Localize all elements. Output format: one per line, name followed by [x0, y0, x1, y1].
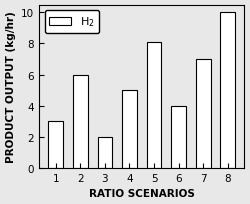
Y-axis label: PRODUCT OUTPUT (kg/hr): PRODUCT OUTPUT (kg/hr)	[6, 11, 16, 162]
Bar	[171, 106, 186, 168]
Bar	[196, 60, 210, 168]
Bar	[122, 91, 137, 168]
Bar	[220, 13, 235, 168]
Bar	[147, 43, 162, 168]
Bar	[48, 122, 63, 168]
Legend: H$_2$: H$_2$	[45, 11, 99, 34]
Text: (b): (b)	[49, 10, 67, 23]
Bar	[98, 137, 112, 168]
Bar	[73, 75, 88, 168]
X-axis label: RATIO SCENARIOS: RATIO SCENARIOS	[89, 188, 195, 198]
